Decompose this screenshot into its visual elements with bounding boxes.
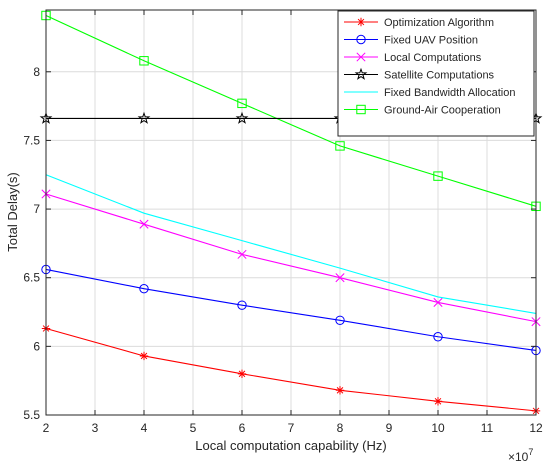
data-point	[237, 98, 247, 109]
y-tick-label: 7.5	[23, 133, 40, 147]
series-line	[45, 14, 537, 207]
series-4	[45, 174, 537, 314]
x-exponent-label: ×107	[508, 447, 533, 464]
data-point	[237, 249, 247, 259]
data-point	[237, 300, 247, 310]
x-tick-label: 4	[141, 421, 148, 435]
data-point	[139, 219, 149, 229]
legend-swatch-marker	[356, 104, 366, 115]
y-tick-label: 7	[33, 202, 40, 216]
y-tick-label: 6.5	[23, 271, 40, 285]
series-layer	[39, 10, 543, 416]
series-line	[45, 174, 537, 314]
x-exponent-base: ×10	[508, 450, 529, 464]
data-point	[335, 315, 345, 325]
legend-swatch-marker	[356, 52, 366, 62]
legend-label: Optimization Algorithm	[384, 17, 494, 29]
x-tick-label: 3	[92, 421, 99, 435]
x-tick-label: 12	[529, 421, 543, 435]
data-point	[137, 111, 151, 124]
data-point	[335, 386, 345, 395]
series-line	[45, 327, 537, 412]
data-point	[433, 297, 443, 307]
data-point	[433, 397, 443, 406]
x-axis-label: Local computation capability (Hz)	[195, 438, 386, 453]
legend-label: Fixed UAV Position	[384, 35, 478, 47]
x-exponent-power: 7	[528, 447, 533, 457]
data-point	[433, 171, 443, 181]
legend-label: Fixed Bandwidth Allocation	[384, 87, 515, 99]
legend-swatch-marker	[354, 67, 368, 80]
y-tick-label: 5.5	[23, 408, 40, 422]
legend-swatch-marker	[356, 17, 366, 27]
x-tick-label: 5	[190, 421, 197, 435]
x-tick-label: 11	[481, 421, 494, 435]
x-tick-label: 6	[239, 421, 246, 435]
y-tick-label: 8	[33, 65, 40, 79]
legend-box	[337, 10, 535, 137]
legend: Optimization Algorithm Fixed UAV Position…	[337, 10, 535, 137]
legend-label: Local Computations	[384, 52, 482, 64]
data-point	[335, 141, 345, 151]
data-point	[433, 332, 443, 342]
x-axis-ticks: 2 3 4 5 6 7 8 9 10 11 12	[43, 10, 543, 435]
y-axis-ticks: 5.5 6 6.5 7 7.5 8	[23, 65, 536, 422]
legend-label: Satellite Computations	[384, 70, 495, 82]
data-point	[237, 369, 247, 379]
data-point	[139, 56, 149, 66]
legend-label: Ground-Air Cooperation	[384, 105, 501, 117]
legend-swatch-marker	[356, 34, 366, 45]
data-point	[235, 111, 249, 124]
series-line	[45, 268, 537, 352]
x-tick-label: 7	[288, 421, 295, 435]
data-point	[335, 273, 345, 283]
y-axis-label: Total Delay(s)	[5, 172, 20, 251]
data-point	[139, 351, 149, 361]
x-tick-label: 2	[43, 421, 50, 435]
series-line	[45, 193, 537, 323]
x-tick-label: 9	[386, 421, 393, 435]
x-tick-label: 8	[337, 421, 344, 435]
y-tick-label: 6	[33, 339, 40, 353]
data-point	[139, 283, 149, 294]
x-tick-label: 10	[431, 421, 445, 435]
